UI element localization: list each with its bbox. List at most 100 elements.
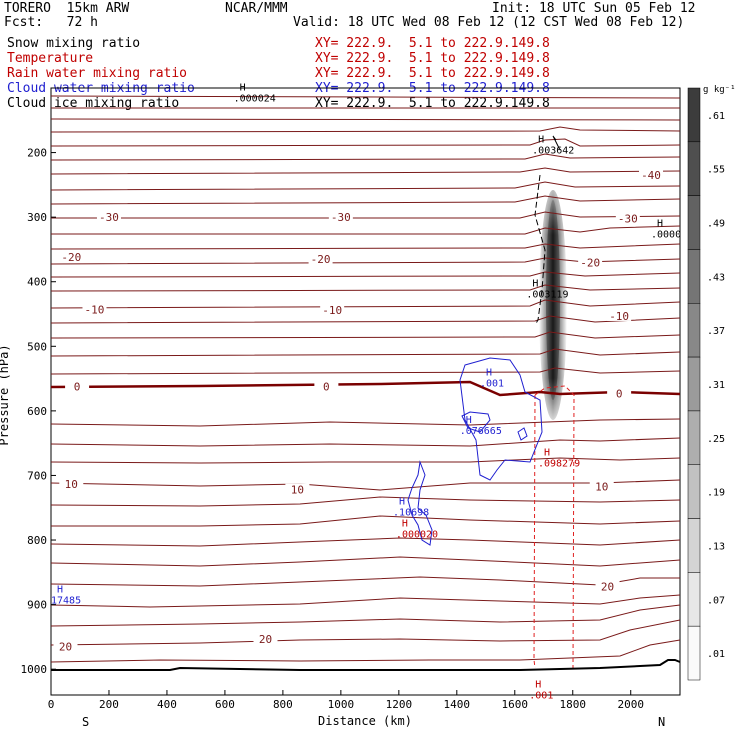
x-tick-label: 400 (157, 698, 177, 711)
forecast-hour: Fcst: 72 h (4, 15, 98, 30)
extrema-marker-label: H (57, 584, 63, 595)
temperature-label: 10 (595, 480, 608, 493)
y-axis-ticks: 200 300 400 500 600 700 800 900 1000 (21, 147, 56, 676)
temperature-label: -10 (85, 303, 105, 316)
y-tick-label: 1000 (21, 663, 48, 676)
temperature-label: 0 (323, 380, 330, 393)
extrema-value-label: .10698 (393, 508, 429, 519)
x-tick-label: 600 (215, 698, 235, 711)
north-end-label: N (658, 715, 665, 729)
temperature-label-bg (589, 480, 614, 492)
temperature-label: -30 (331, 211, 351, 224)
model-name: TORERO 15km ARW (4, 1, 130, 16)
y-tick-label: 800 (27, 534, 47, 547)
temperature-label: -10 (322, 304, 342, 317)
temperature-label-bg (314, 380, 339, 392)
rain-water-contour (533, 385, 575, 669)
x-tick-label: 2000 (617, 698, 644, 711)
colorbar-label: .31 (707, 380, 725, 391)
temperature-label: -10 (609, 310, 629, 323)
temperature-label: 20 (259, 633, 272, 646)
temperature-label-bg (96, 211, 121, 223)
extrema-marker-label: H (657, 218, 663, 229)
extrema-marker-label: H (544, 448, 550, 459)
extrema-value-label: .076665 (460, 426, 502, 437)
legend-cloud-ice-label: Cloud ice mixing ratio (7, 96, 180, 111)
terrain-line (51, 659, 681, 671)
freezing-isotherm (50, 380, 681, 397)
extrema-marker-label: H (466, 415, 472, 426)
extrema-marker-label: H (240, 83, 246, 94)
x-tick-label: 0 (48, 698, 55, 711)
legend-snow-xy: XY= 222.9. 5.1 to 222.9.149.8 (315, 36, 550, 51)
legend-temperature-xy: XY= 222.9. 5.1 to 222.9.149.8 (315, 51, 550, 66)
legend-rain-label: Rain water mixing ratio (7, 66, 188, 81)
temperature-label-bg (285, 483, 310, 495)
extrema-marker-label: H (538, 134, 544, 145)
colorbar-swatch (687, 410, 701, 465)
colorbar-label: .37 (707, 326, 725, 337)
temperature-label-bg (328, 211, 353, 223)
extrema-marker-label: H (402, 519, 408, 530)
x-tick-label: 1000 (328, 698, 355, 711)
temperature-label: -30 (99, 211, 119, 224)
temperature-label-bg (253, 632, 278, 644)
extrema-value-label: .0000 (651, 229, 681, 240)
y-tick-label: 900 (27, 599, 47, 612)
plot-frame (50, 87, 681, 696)
temperature-label: -20 (61, 251, 81, 264)
colorbar-label: .19 (707, 488, 725, 499)
cloud-ice-contour (534, 135, 561, 326)
extrema-value-label: .003642 (532, 145, 574, 156)
y-tick-label: 200 (27, 147, 47, 160)
colorbar-swatch (687, 195, 701, 250)
colorbar-swatch (687, 356, 701, 412)
colorbar-label: .13 (707, 541, 725, 552)
colorbar-swatch (687, 464, 701, 519)
colorbar-swatch (687, 303, 701, 358)
temperature-label: 20 (59, 641, 72, 654)
colorbar-swatch (687, 572, 701, 627)
temperature-labels: -40 -30 -30 -30 -20 -20 -20 -10 -10 -10 0 0 0 10 10 10 2… (53, 169, 664, 654)
temperature-label: 10 (291, 484, 304, 497)
x-tick-label: 800 (273, 698, 293, 711)
south-end-label: S (82, 715, 89, 729)
extrema-marker-label: H (399, 497, 405, 508)
temperature-label-bg (65, 380, 90, 392)
colorbar-label: .61 (707, 111, 725, 122)
legend-cloud-ice-xy: XY= 222.9. 5.1 to 222.9.149.8 (315, 96, 550, 111)
extrema-labels: .000024H.003642H.0000H.003119H.001H.0766… (51, 83, 681, 702)
valid-time: Valid: 18 UTC Wed 08 Feb 12 (12 CST Wed … (293, 15, 685, 30)
temperature-label-bg (82, 303, 107, 315)
y-tick-label: 400 (27, 276, 47, 289)
y-tick-label: 700 (27, 469, 47, 482)
temperature-label: -20 (311, 253, 331, 266)
legend-rain-xy: XY= 222.9. 5.1 to 222.9.149.8 (315, 66, 550, 81)
x-tick-label: 1400 (444, 698, 471, 711)
colorbar-swatch (687, 518, 701, 573)
temperature-label: 0 (616, 387, 623, 400)
legend-snow-label: Snow mixing ratio (7, 36, 141, 51)
colorbar-label: .25 (707, 434, 725, 445)
temperature-label-bg (639, 169, 664, 181)
colorbar-unit: g kg⁻¹ (703, 85, 736, 95)
extrema-value-label: .098279 (538, 459, 580, 470)
extrema-marker-label: H (486, 367, 492, 378)
temperature-label: -20 (580, 256, 600, 269)
snow-shading (539, 190, 567, 420)
temperature-label: 20 (601, 581, 614, 594)
temperature-label-bg (607, 387, 632, 399)
temperature-label-bg (59, 251, 84, 263)
temperature-label-bg (595, 580, 620, 592)
extrema-value-label: .001 (529, 690, 553, 701)
colorbar-label: .07 (707, 595, 725, 606)
colorbar-swatch (687, 625, 701, 681)
x-tick-label: 1200 (386, 698, 413, 711)
extrema-marker-label: H (535, 679, 541, 690)
extrema-marker-label: H (532, 278, 538, 289)
colorbar: .61 .55 .49 .43 .37 .31 .25 .19 .13 .07 .01 (687, 87, 725, 681)
x-tick-label: 1600 (502, 698, 529, 711)
organization: NCAR/MMM (225, 1, 288, 16)
extrema-value-label: 17485 (51, 595, 81, 606)
